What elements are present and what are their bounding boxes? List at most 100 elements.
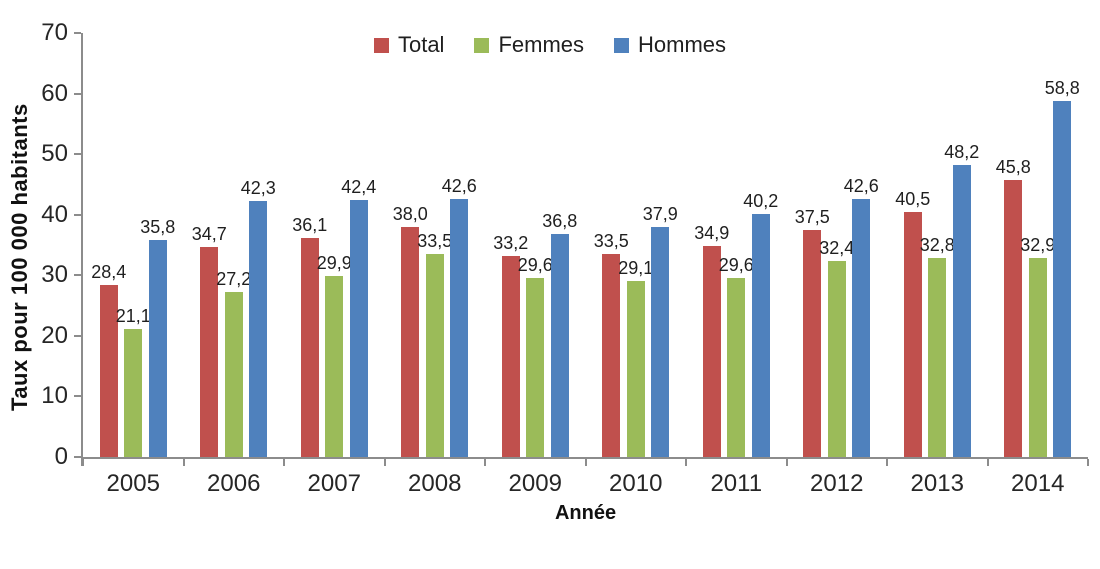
bar-label-femmes-2005: 21,1 (115, 306, 151, 327)
y-tick-label: 10 (41, 382, 68, 410)
legend: Total Femmes Hommes (0, 34, 1100, 56)
bar-label-total-2010: 33,5 (593, 231, 629, 252)
x-tick-label-2006: 2006 (207, 470, 261, 497)
legend-swatch-icon (373, 37, 389, 53)
bar-label-femmes-2007: 29,9 (316, 252, 352, 273)
y-axis-tick (74, 153, 81, 156)
bar-total-2007 (300, 238, 319, 457)
bar-label-total-2013: 40,5 (895, 188, 931, 209)
x-axis-tick (1087, 459, 1089, 466)
bar-total-2012 (803, 229, 822, 457)
bar-hommes-2007 (349, 200, 368, 457)
bar-label-total-2014: 45,8 (995, 156, 1031, 177)
x-axis-tick (182, 459, 185, 466)
bar-total-2011 (702, 245, 721, 457)
bar-label-total-2012: 37,5 (794, 206, 830, 227)
legend-item-hommes: Hommes (614, 34, 726, 56)
bar-label-femmes-2009: 29,6 (517, 254, 553, 275)
legend-label: Total (397, 32, 445, 57)
bar-femmes-2007 (325, 275, 344, 457)
bar-femmes-2008 (425, 254, 444, 457)
x-axis-tick (685, 459, 687, 466)
bar-label-hommes-2007: 42,4 (341, 177, 377, 198)
bar-label-hommes-2006: 42,3 (240, 177, 276, 198)
legend-swatch-icon (474, 37, 490, 53)
x-tick-label-2009: 2009 (508, 470, 562, 497)
x-tick-label-2011: 2011 (710, 470, 763, 497)
x-axis-tick (785, 459, 788, 466)
bar-hommes-2012 (852, 198, 871, 457)
bar-label-femmes-2013: 32,8 (919, 235, 955, 256)
x-tick-label-2014: 2014 (1011, 470, 1065, 497)
bar-total-2005 (99, 284, 118, 457)
bar-total-2009 (501, 255, 520, 457)
bar-label-hommes-2005: 35,8 (140, 217, 176, 238)
x-tick-label-2008: 2008 (408, 470, 462, 497)
y-axis-tick (74, 92, 81, 95)
bar-label-hommes-2010: 37,9 (642, 204, 678, 225)
bar-label-femmes-2011: 29,6 (718, 254, 754, 275)
bar-hommes-2011 (751, 213, 770, 457)
x-axis-title: Année (554, 502, 617, 524)
x-tick-label-2012: 2012 (810, 470, 864, 497)
y-axis-tick (74, 395, 81, 398)
bar-label-hommes-2008: 42,6 (441, 175, 477, 196)
bar-femmes-2009 (526, 277, 545, 457)
y-axis-tick (74, 274, 81, 277)
bar-label-femmes-2014: 32,9 (1020, 234, 1056, 255)
bar-femmes-2012 (827, 260, 846, 457)
legend-label: Femmes (498, 32, 585, 57)
bar-hommes-2013 (952, 165, 971, 457)
bar-label-hommes-2013: 48,2 (944, 142, 980, 163)
bar-femmes-2014 (1028, 257, 1047, 457)
x-axis-tick (383, 459, 386, 466)
legend-label: Hommes (638, 32, 727, 57)
bar-label-total-2006: 34,7 (191, 223, 227, 244)
y-tick-label: 40 (41, 200, 68, 228)
bar-total-2013 (903, 211, 922, 457)
bar-label-hommes-2011: 40,2 (743, 190, 779, 211)
bar-label-hommes-2012: 42,6 (843, 175, 879, 196)
bar-femmes-2006 (224, 292, 243, 457)
x-axis-line (81, 457, 1088, 459)
y-axis-tick (74, 334, 81, 337)
bar-label-total-2005: 28,4 (91, 261, 127, 282)
bar-label-femmes-2006: 27,2 (216, 269, 252, 290)
x-axis-tick (986, 459, 989, 466)
y-axis-tick (74, 32, 81, 34)
y-tick-label: 20 (41, 321, 68, 349)
y-tick-label: 60 (41, 79, 68, 107)
y-tick-label: 70 (41, 19, 68, 46)
x-tick-label-2007: 2007 (307, 470, 361, 497)
x-axis-tick (82, 459, 84, 466)
bar-hommes-2005 (148, 240, 167, 457)
bar-total-2008 (401, 226, 420, 457)
bar-label-hommes-2009: 36,8 (542, 211, 578, 232)
bar-total-2006 (200, 246, 219, 457)
bar-hommes-2008 (450, 198, 469, 457)
bar-femmes-2013 (928, 258, 947, 457)
bar-hommes-2009 (550, 234, 569, 457)
y-tick-label: 50 (41, 140, 68, 168)
legend-item-total: Total (373, 32, 445, 57)
bar-total-2014 (1004, 179, 1023, 457)
bar-label-femmes-2010: 29,1 (618, 257, 654, 278)
y-tick-label: 30 (41, 261, 68, 289)
y-axis-tick (74, 456, 81, 458)
y-axis-line (81, 33, 83, 466)
x-axis-tick (584, 459, 587, 466)
y-axis-tick (74, 213, 81, 216)
x-tick-label-2013: 2013 (910, 470, 964, 497)
bar-total-2010 (602, 254, 621, 457)
bar-femmes-2011 (727, 277, 746, 457)
y-tick-label: 0 (54, 443, 68, 470)
bar-label-total-2011: 34,9 (694, 222, 730, 243)
bar-label-total-2008: 38,0 (392, 203, 428, 224)
bar-hommes-2010 (651, 227, 670, 457)
bar-label-hommes-2014: 58,8 (1044, 77, 1080, 98)
bar-hommes-2014 (1053, 100, 1072, 457)
x-tick-label-2005: 2005 (106, 470, 160, 497)
x-axis-tick (484, 459, 486, 466)
bar-hommes-2006 (249, 200, 268, 457)
